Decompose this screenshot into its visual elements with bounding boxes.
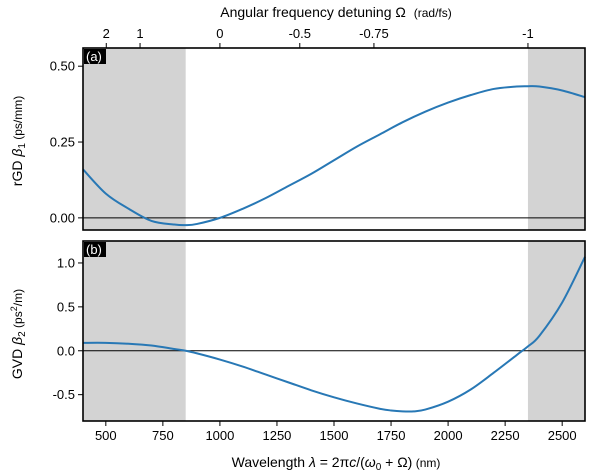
plot-frame-a — [82, 47, 586, 231]
y-tick-label-a-1: 0.25 — [50, 135, 75, 150]
y-label-b-beta: β — [9, 337, 25, 346]
x-label-prefix: Wavelength — [232, 454, 309, 470]
top-tick-label-3: -0.5 — [289, 26, 311, 41]
y-label-b-sup: 2 — [9, 306, 19, 311]
x-tick-label-4: 1500 — [320, 428, 349, 443]
top-tick-label-2: 0 — [216, 26, 223, 41]
x-label-omega: ω — [365, 454, 376, 470]
y-label-a-beta: β — [9, 149, 25, 158]
x-tick-label-6: 2000 — [434, 428, 463, 443]
y-ticks-b: -0.5 0.0 0.5 1.0 — [53, 255, 83, 402]
y-tick-label-b-2: 0.5 — [57, 299, 75, 314]
x-label-lambda: λ — [308, 454, 316, 470]
y-tick-label-b-1: 0.0 — [57, 343, 75, 358]
y-axis-label-a: rGD β1 (ps/mm) — [9, 96, 28, 186]
x-label-slash: /( — [356, 454, 365, 470]
panel-label-b: (b) — [86, 242, 102, 257]
panel-b: -0.5 0.0 0.5 1.0 500 750 1000 1250 1500 1750 2000… — [53, 240, 586, 443]
y-tick-label-b-3: 1.0 — [57, 255, 75, 270]
shaded-regions-a — [83, 48, 585, 230]
top-axis-label: Angular frequency detuning Ω (rad/fs) — [220, 4, 452, 20]
x-label-sub0: 0 — [376, 462, 382, 473]
y-tick-label-b-0: -0.5 — [53, 387, 75, 402]
x-tick-label-0: 500 — [95, 428, 117, 443]
top-tick-label-1: 1 — [136, 26, 143, 41]
y-tick-label-a-2: 0.50 — [50, 59, 75, 74]
top-axis-label-main: Angular frequency detuning Ω — [220, 4, 406, 20]
top-tick-label-4: -0.75 — [359, 26, 389, 41]
x-axis-label: Wavelength λ = 2πc/(ω0 + Ω) (nm) — [232, 454, 441, 473]
y-label-b-unit-post: /m) — [11, 289, 25, 306]
top-axis-ticks: 2 1 0 -0.5 -0.75 -1 — [103, 26, 534, 48]
shaded-region-a-0 — [83, 48, 186, 230]
x-tick-label-5: 1750 — [377, 428, 406, 443]
shaded-regions-b — [83, 241, 585, 421]
x-tick-label-1: 750 — [152, 428, 174, 443]
x-tick-label-8: 2500 — [548, 428, 577, 443]
shaded-region-b-1 — [527, 241, 585, 421]
panel-label-a: (a) — [86, 49, 102, 64]
x-tick-label-7: 2250 — [491, 428, 520, 443]
top-tick-label-5: -1 — [522, 26, 534, 41]
x-label-eq: = 2π — [316, 454, 350, 470]
panel-tag-a: (a) — [84, 49, 106, 64]
gvd-curve — [82, 256, 586, 413]
panel-a: 0.00 0.25 0.50 2 1 0 -0.5 -0.75 -1 (a) — [50, 26, 586, 231]
y-label-b-sub: 2 — [17, 331, 28, 337]
x-ticks-b: 500 750 1000 1250 1500 1750 2000 2250 2500 — [95, 421, 577, 443]
shaded-region-b-0 — [83, 241, 186, 421]
y-label-a-prefix: rGD — [9, 157, 25, 187]
y-label-b-unit-pre: (ps — [11, 311, 25, 331]
y-axis-label-b: GVD β2 (ps2/m) — [9, 289, 28, 379]
top-tick-label-0: 2 — [103, 26, 110, 41]
x-tick-label-3: 1250 — [262, 428, 291, 443]
x-label-plus: + Ω) — [381, 454, 412, 470]
shaded-region-a-1 — [527, 48, 585, 230]
x-label-c: c — [349, 454, 356, 470]
y-label-b-prefix: GVD — [9, 345, 25, 379]
panel-tag-b: (b) — [84, 242, 106, 257]
rgd-curve — [82, 85, 586, 227]
x-tick-label-2: 1000 — [205, 428, 234, 443]
y-label-a-unit: (ps/mm) — [11, 96, 25, 143]
x-label-unit: (nm) — [412, 456, 440, 470]
y-tick-label-a-0: 0.00 — [50, 210, 75, 225]
y-label-a-sub: 1 — [17, 143, 28, 149]
y-ticks-a: 0.00 0.25 0.50 — [50, 59, 83, 225]
top-axis-label-unit: (rad/fs) — [414, 6, 452, 20]
